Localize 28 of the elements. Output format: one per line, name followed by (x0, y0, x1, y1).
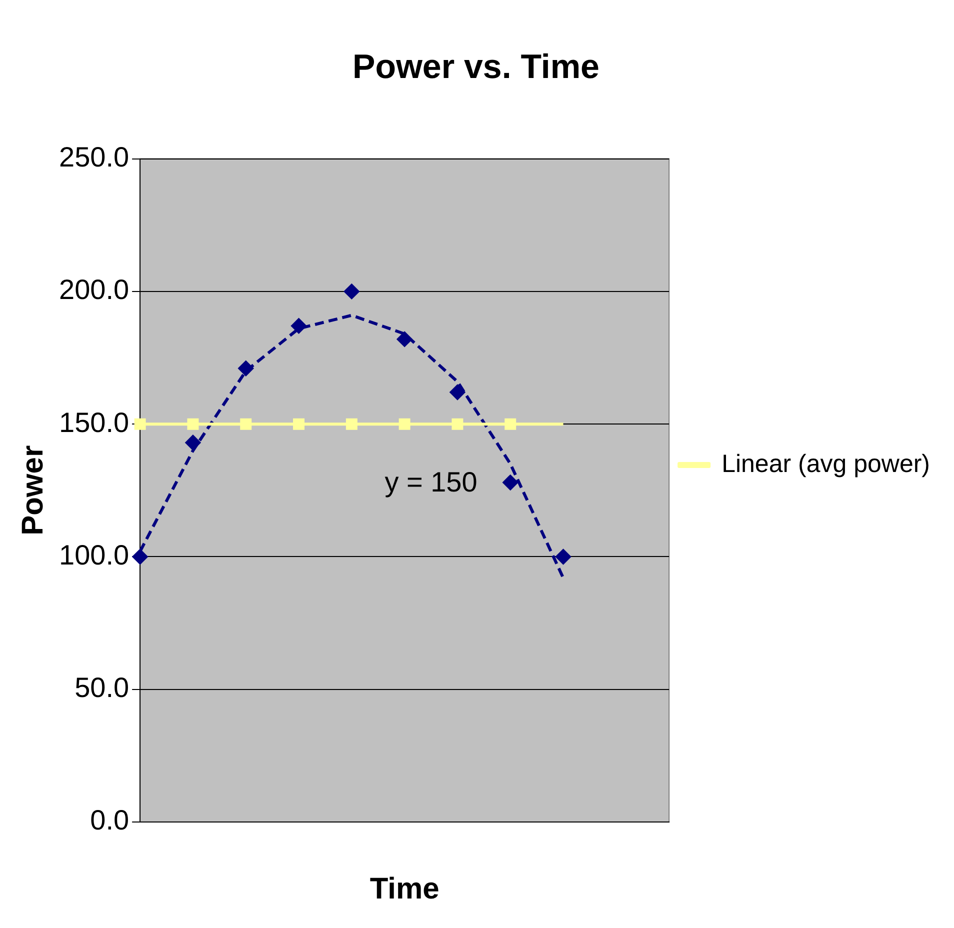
y-tick-label: 50.0 (74, 672, 130, 704)
point (502, 474, 518, 490)
point (450, 384, 465, 400)
chart-title: Power vs. Time (352, 48, 600, 86)
point (238, 360, 254, 376)
point (240, 418, 252, 430)
point (185, 435, 200, 450)
y-tick-label: 250.0 (58, 142, 130, 173)
point (344, 284, 360, 299)
point (291, 318, 306, 334)
y-tick-label: 0.0 (90, 804, 130, 836)
y-tick-label: 100.0 (58, 539, 130, 570)
y-axis-title: Power (16, 445, 50, 536)
y-tick-label: 150.0 (58, 406, 130, 438)
point (504, 418, 516, 430)
point (134, 418, 146, 430)
point (452, 418, 464, 430)
point (132, 549, 148, 564)
x-axis-title: Time (370, 872, 440, 906)
annotation: y = 150 (384, 466, 478, 498)
point (556, 549, 571, 564)
legend-label: Linear (avg power) (722, 450, 930, 478)
point (187, 418, 199, 430)
point (293, 418, 305, 430)
point (397, 332, 412, 347)
y-tick-label: 200.0 (58, 274, 130, 306)
point (398, 418, 410, 430)
point (346, 418, 358, 430)
